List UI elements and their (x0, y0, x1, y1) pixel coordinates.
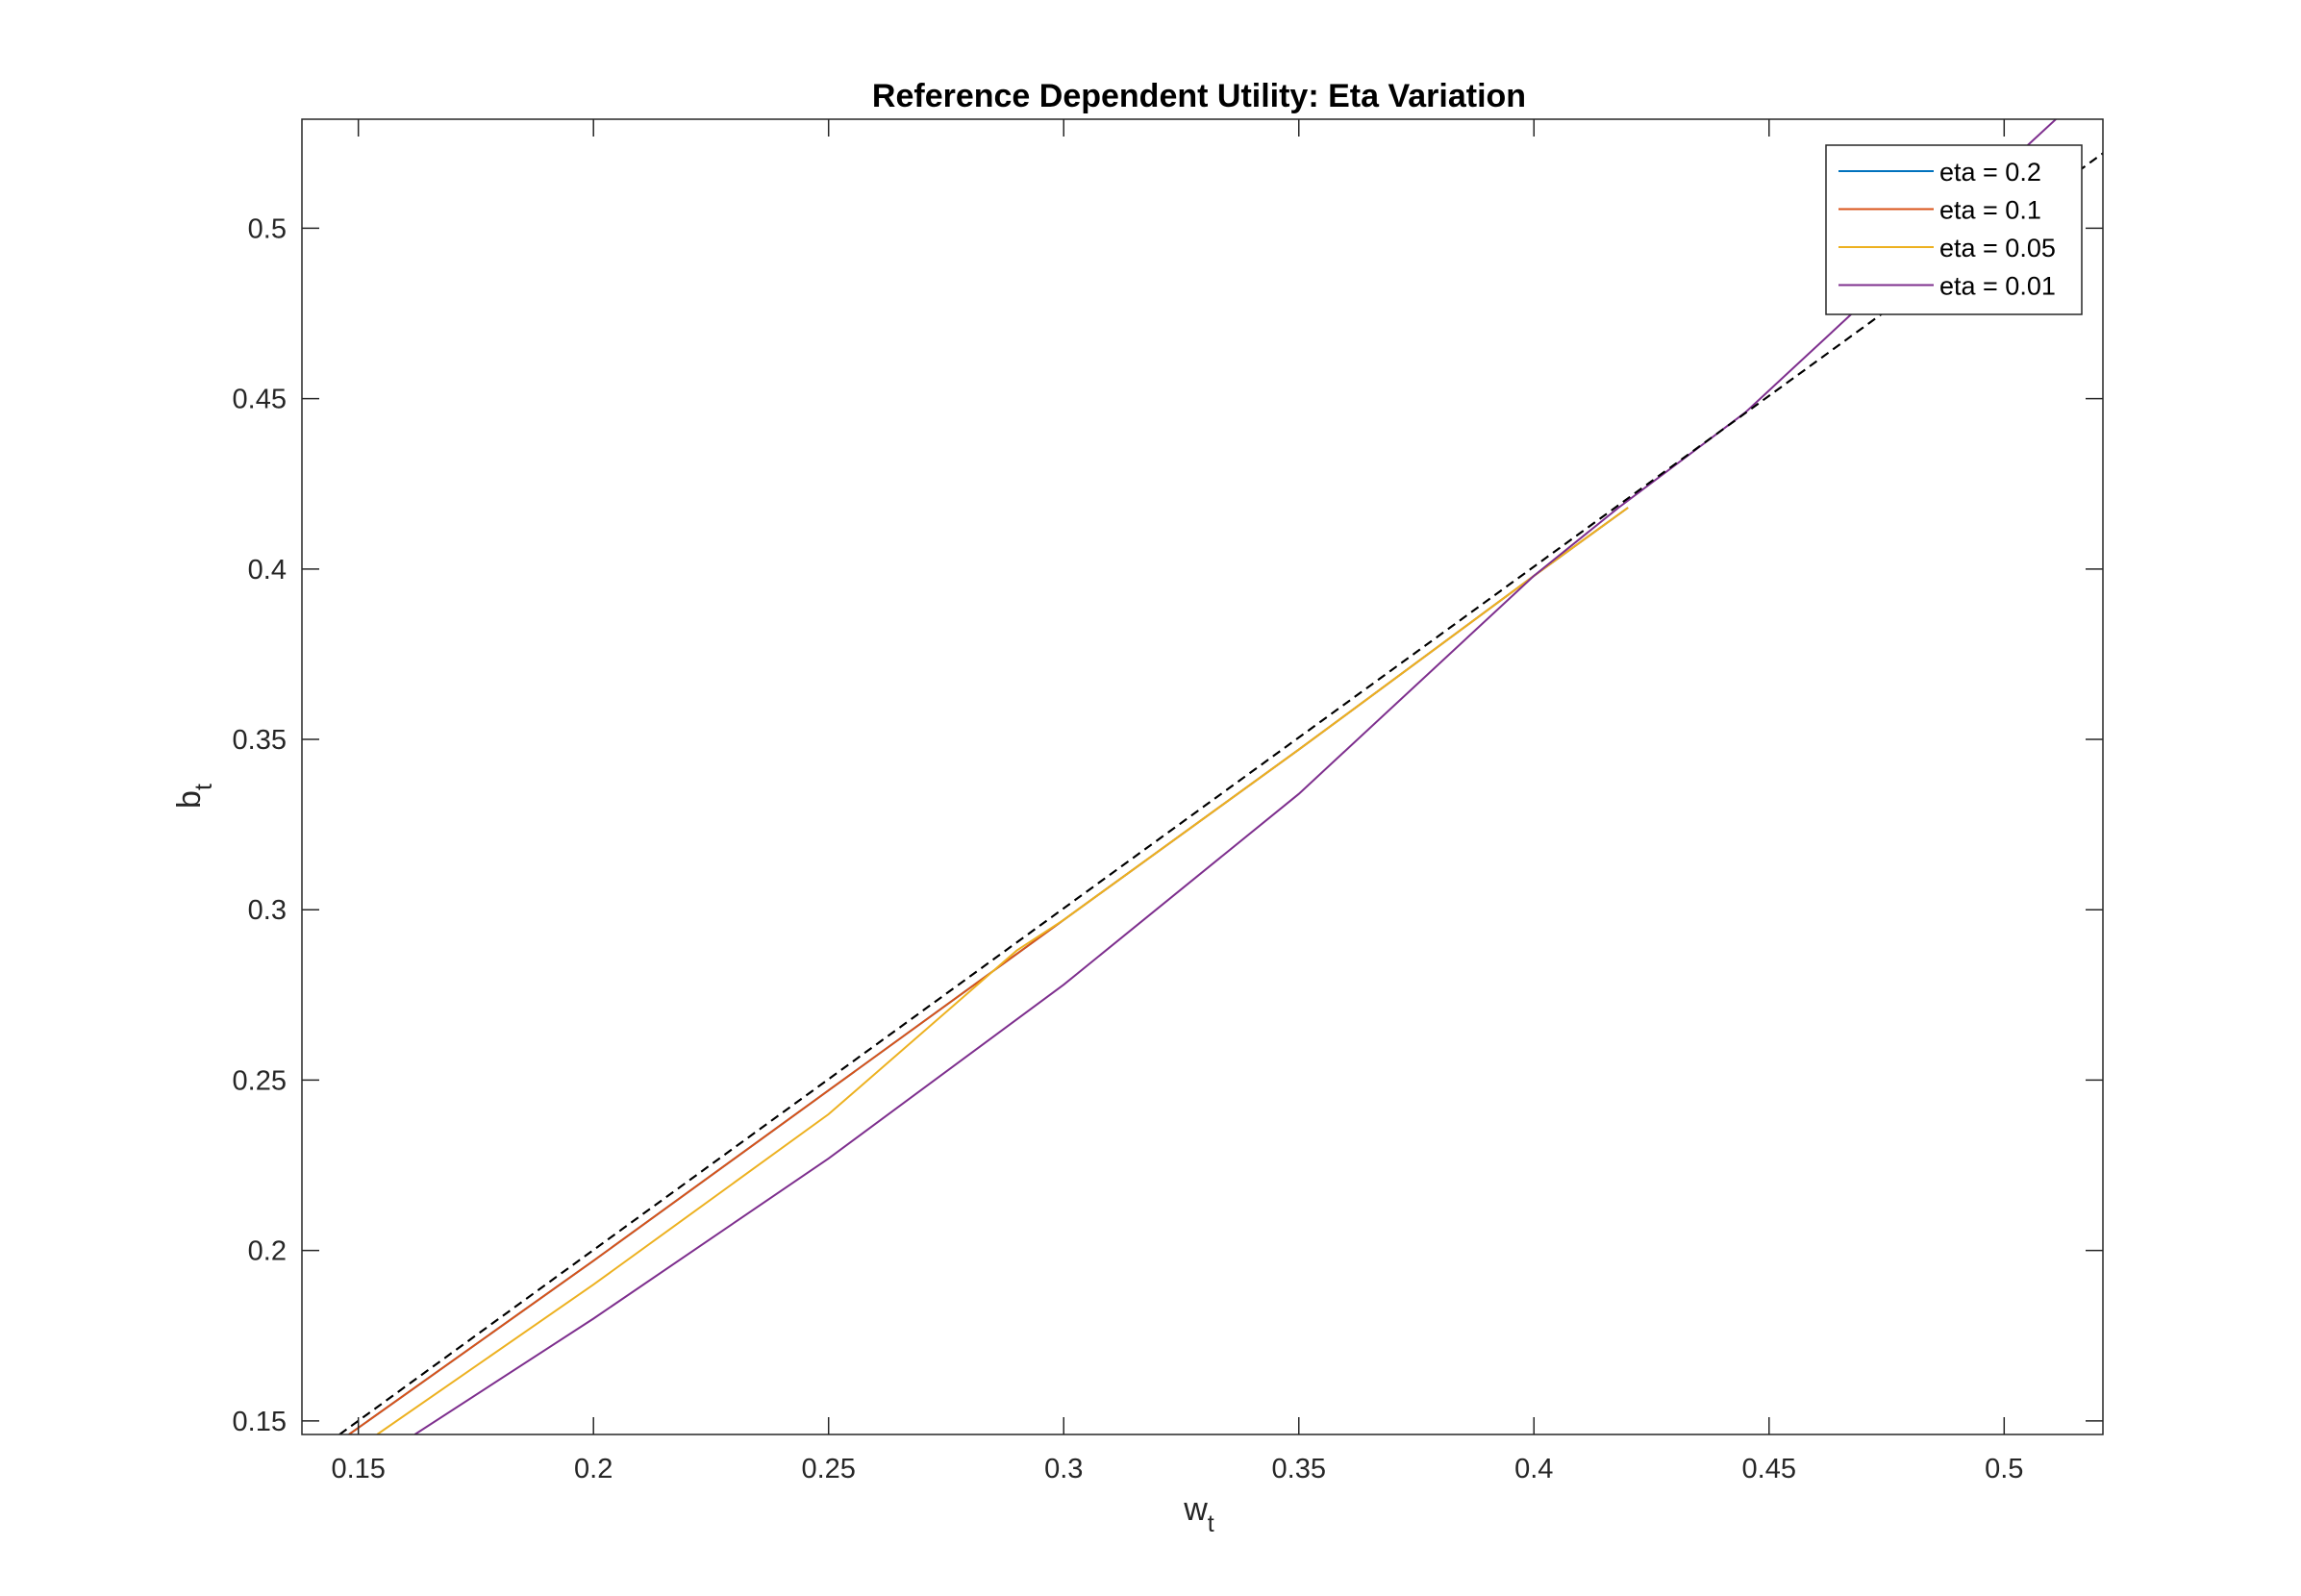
legend-label-1: eta = 0.2 (1939, 158, 2041, 187)
x-axis-label-main: w (1183, 1491, 1208, 1528)
x-tick-label: 0.2 (574, 1454, 613, 1484)
x-tick-label: 0.4 (1514, 1454, 1553, 1484)
legend-box (1825, 144, 2083, 315)
plot-area (338, 119, 2103, 1434)
legend: eta = 0.2 eta = 0.1 eta = 0.05 eta = 0.01 (1825, 144, 2083, 315)
y-axis-label-sub: t (190, 784, 217, 790)
y-tick-label: 0.5 (248, 213, 287, 244)
x-tick-label: 0.35 (1272, 1454, 1326, 1484)
legend-label-3: eta = 0.05 (1939, 234, 2056, 262)
y-axis-label: bt (171, 784, 217, 809)
legend-label-4: eta = 0.01 (1939, 272, 2056, 301)
y-tick-label: 0.45 (233, 385, 287, 415)
x-tick-label: 0.45 (1742, 1454, 1796, 1484)
y-tick-label: 0.3 (248, 895, 287, 926)
chart-title: Reference Dependent Utility: Eta Variati… (872, 78, 1526, 114)
x-tick-label: 0.15 (331, 1454, 385, 1484)
x-tick-label: 0.25 (801, 1454, 855, 1484)
x-axis-label-sub: t (1208, 1510, 1214, 1537)
series-line-4 (413, 119, 2057, 1434)
y-axis-label-main: b (171, 790, 208, 809)
x-axis-label: wt (1183, 1491, 1214, 1537)
reference-line-overlay (338, 152, 2103, 1434)
y-tick-label: 0.25 (233, 1065, 287, 1096)
x-tick-label: 0.5 (1985, 1454, 2023, 1484)
x-tick-label: 0.3 (1044, 1454, 1083, 1484)
legend-label-2: eta = 0.1 (1939, 196, 2041, 225)
axes-box (301, 118, 2104, 1435)
y-tick-label: 0.2 (248, 1236, 287, 1267)
series-line-2 (348, 507, 1629, 1434)
ticks: 0.15 0.2 0.25 0.3 0.35 0.4 0.45 0.5 0.15 0.2 0.25 0… (233, 119, 2103, 1484)
y-tick-label: 0.15 (233, 1407, 287, 1437)
series-line-1 (348, 507, 1629, 1434)
y-tick-label: 0.35 (233, 725, 287, 756)
axes (301, 118, 2104, 1435)
series-line-3 (376, 507, 1629, 1434)
y-tick-label: 0.4 (248, 555, 287, 586)
